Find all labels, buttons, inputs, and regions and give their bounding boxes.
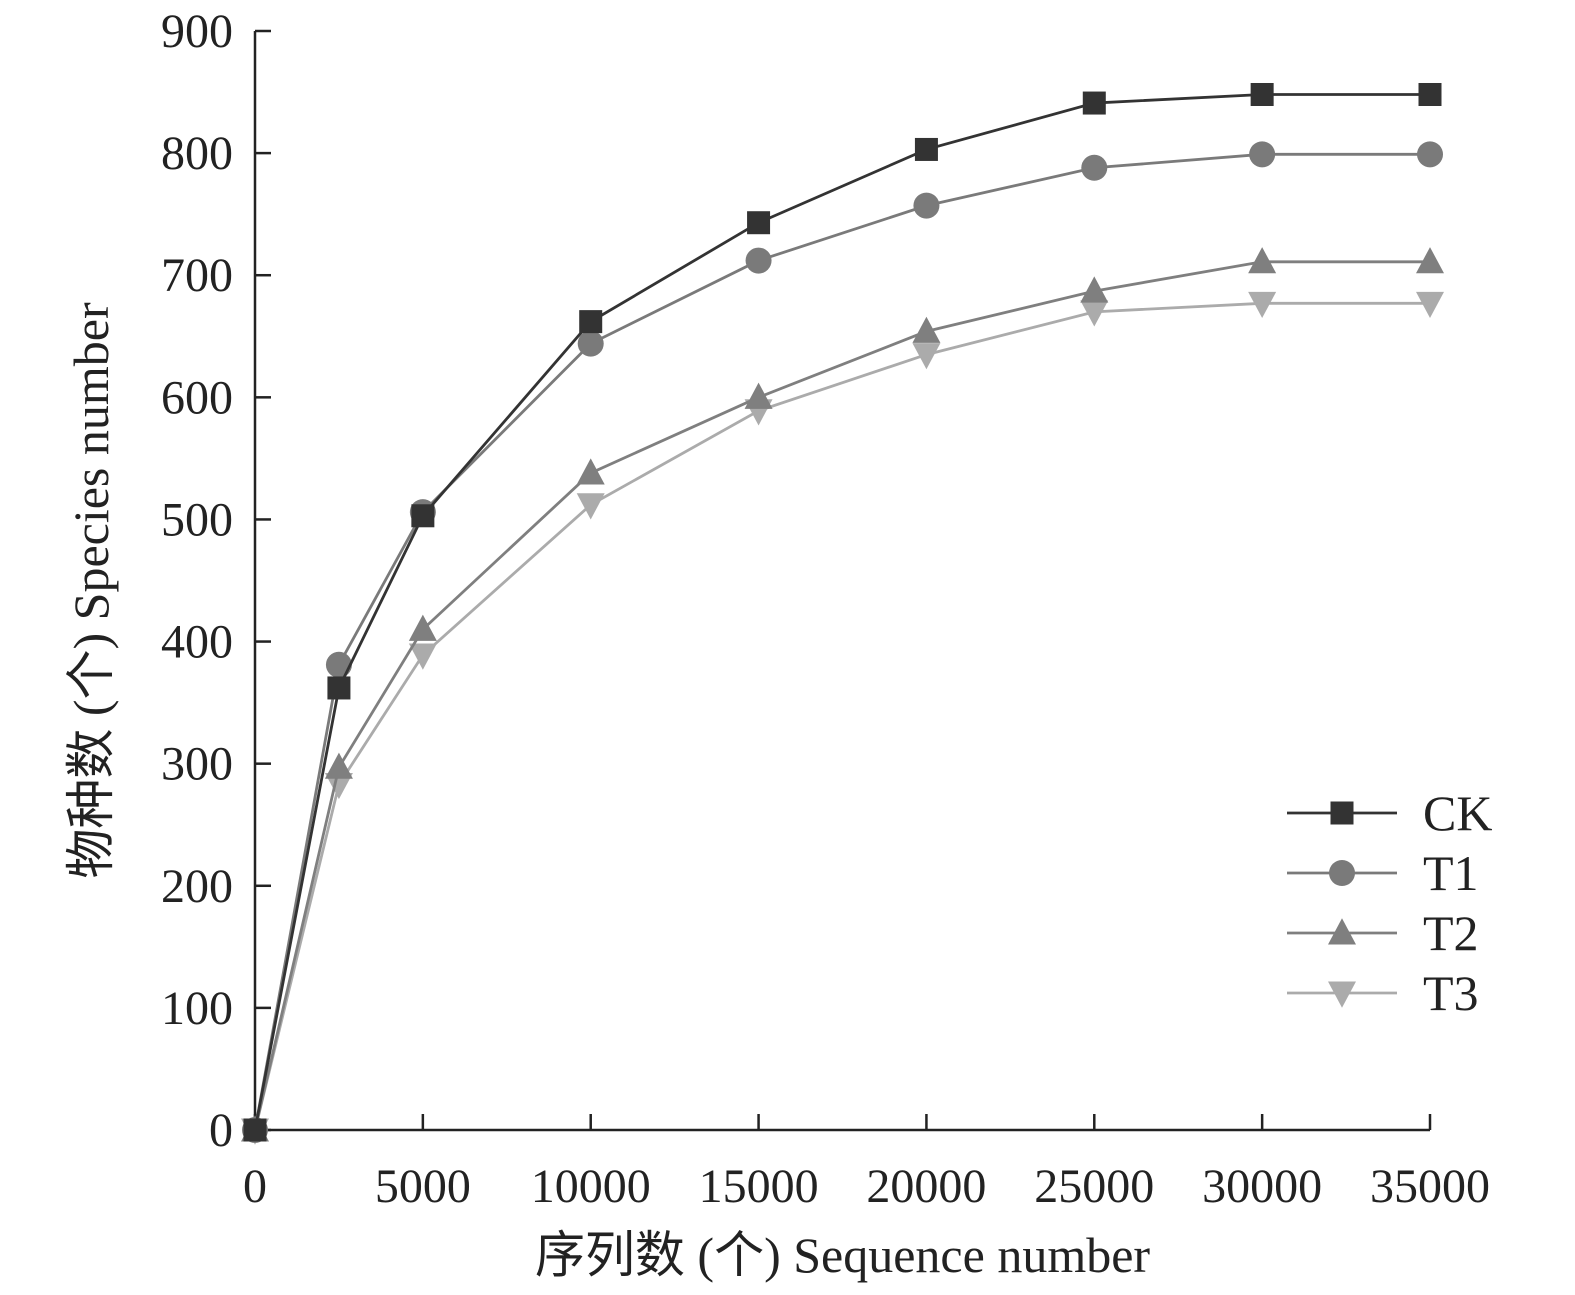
data-point-t3 (1080, 300, 1109, 327)
legend-label: T1 (1423, 845, 1479, 901)
data-point-t2 (1416, 247, 1444, 274)
data-point-t2 (1080, 276, 1109, 303)
data-point-t3 (576, 493, 605, 520)
data-point-t1 (1081, 154, 1108, 181)
y-tick-label: 600 (161, 371, 233, 424)
data-point-t1 (325, 651, 352, 678)
series-line-t3 (253, 301, 1430, 1131)
legend-marker (1329, 860, 1355, 886)
data-point-t1 (1417, 141, 1443, 168)
legend-marker (1328, 918, 1356, 945)
data-point-t2 (912, 316, 941, 343)
data-point-t3 (912, 343, 941, 370)
y-tick-label: 400 (161, 616, 233, 669)
x-tick-label: 20000 (866, 1160, 986, 1213)
x-tick-label: 10000 (531, 1160, 651, 1213)
legend-label: T3 (1423, 965, 1479, 1021)
series-line-t2 (253, 260, 1430, 1131)
series-ck (243, 82, 1442, 1142)
data-point-ck (579, 310, 603, 334)
data-point-t1 (1249, 141, 1276, 168)
x-tick-label: 25000 (1034, 1160, 1154, 1213)
y-tick-label: 0 (209, 1104, 233, 1157)
data-point-t3 (324, 772, 353, 800)
data-point-t2 (408, 614, 437, 641)
legend-item-t3: T3 (1287, 965, 1479, 1021)
data-point-t3 (408, 643, 437, 670)
y-tick-label: 900 (161, 5, 233, 58)
legend-item-t2: T2 (1287, 905, 1479, 961)
legend-label: T2 (1423, 905, 1479, 961)
legend-marker (1330, 801, 1354, 825)
legend-label: CK (1423, 785, 1492, 841)
axes: 0 100 200 300 400 500 600 700 800 900 0 5000 10000 15… (161, 5, 1490, 1213)
series-layer (241, 82, 1444, 1145)
y-axis-title: 物种数 (个) Species number (63, 302, 119, 879)
data-point-t2 (576, 458, 605, 485)
y-tick-label: 800 (161, 127, 233, 180)
x-axis-title: 序列数 (个) Sequence number (535, 1227, 1150, 1283)
data-point-t1 (577, 330, 604, 357)
data-point-ck (1082, 91, 1106, 115)
legend-marker (1328, 981, 1356, 1008)
data-point-ck (243, 1118, 267, 1142)
series-t3 (241, 291, 1444, 1145)
x-tick-label: 15000 (699, 1160, 819, 1213)
legend-item-t1: T1 (1287, 845, 1479, 901)
legend-item-ck: CK (1287, 785, 1492, 841)
series-t2 (241, 247, 1444, 1142)
data-point-ck (747, 211, 771, 235)
x-tick-label: 5000 (375, 1160, 471, 1213)
data-point-t2 (324, 752, 353, 779)
data-point-t1 (745, 247, 772, 274)
data-point-t2 (1248, 247, 1277, 274)
data-point-ck (411, 504, 435, 528)
y-tick-label: 300 (161, 738, 233, 791)
data-point-t3 (1248, 291, 1277, 319)
x-tick-label: 35000 (1370, 1160, 1490, 1213)
data-point-t1 (913, 192, 940, 219)
y-tick-label: 100 (161, 982, 233, 1035)
data-point-ck (914, 137, 938, 161)
y-tick-label: 200 (161, 860, 233, 913)
x-tick-label: 0 (243, 1160, 267, 1213)
series-t1 (242, 141, 1443, 1143)
data-point-t3 (1416, 291, 1444, 319)
y-tick-label: 500 (161, 493, 233, 546)
data-point-ck (1250, 82, 1274, 106)
data-point-ck (327, 676, 351, 700)
x-tick-label: 30000 (1202, 1160, 1322, 1213)
series-line-ck (253, 93, 1430, 1131)
data-point-ck (1418, 82, 1442, 106)
y-tick-label: 700 (161, 249, 233, 302)
data-point-t2 (744, 382, 773, 409)
